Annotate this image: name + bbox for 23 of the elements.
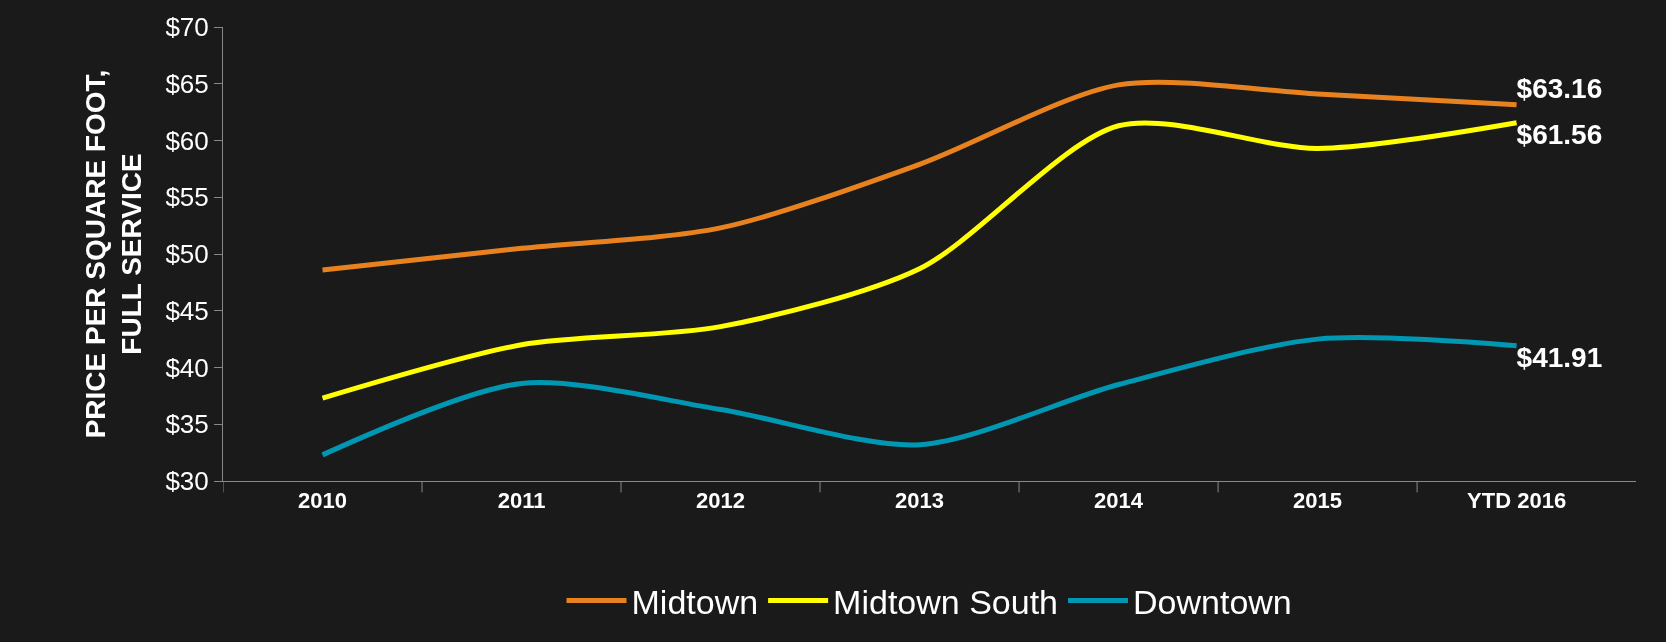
data-label: $63.16 [1516,72,1603,104]
x-tick-label: 2012 [696,488,746,514]
legend-label: Midtown South [833,582,1059,621]
legend-label: Downtown [1133,582,1292,621]
data-label: $61.56 [1516,118,1603,150]
x-tick-label: 2013 [895,488,945,514]
x-tick-label: 2011 [497,488,546,514]
y-tick-label: $60 [165,125,209,156]
y-tick-label: $65 [165,68,209,99]
y-tick-label: $35 [165,409,209,440]
data-label: $41.91 [1516,341,1603,373]
y-tick-label: $70 [165,12,209,43]
y-tick-label: $40 [165,352,209,383]
y-axis-title: PRICE PER SQUARE FOOT, FULL SERVICE [79,69,148,439]
y-tick-label: $50 [165,239,209,270]
x-tick-label: YTD 2016 [1467,488,1567,514]
y-tick-label: $45 [165,295,209,326]
legend-label: Midtown [631,582,759,621]
x-tick-label: 2015 [1293,488,1343,514]
y-tick-label: $30 [165,466,209,497]
x-tick-label: 2010 [298,488,347,514]
y-tick-label: $55 [165,182,209,213]
x-tick-label: 2014 [1094,488,1144,514]
